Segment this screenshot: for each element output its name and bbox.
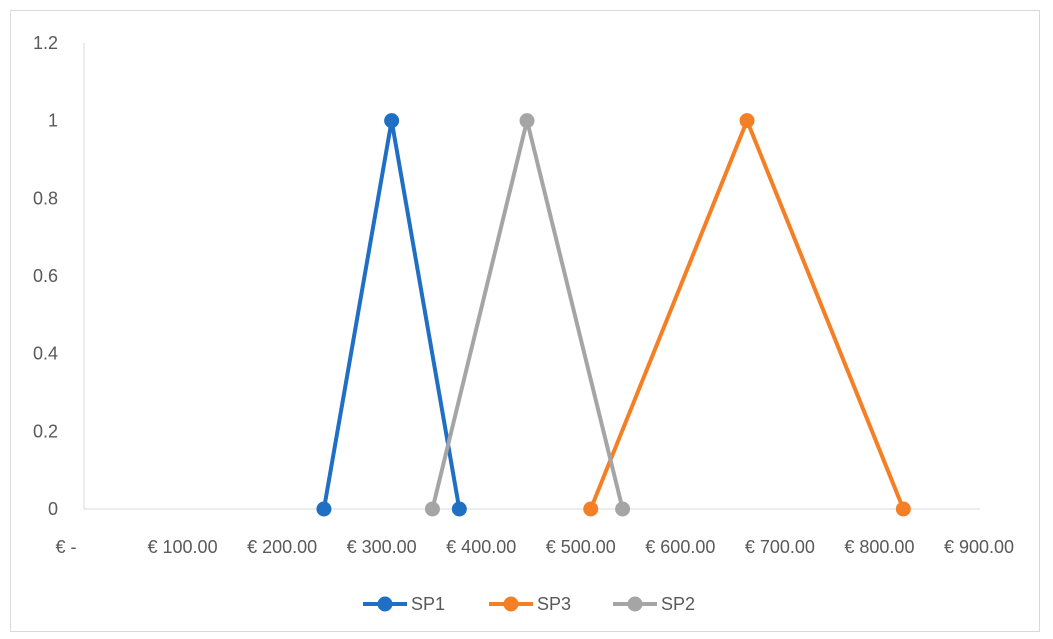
x-axis: € - € 100.00 € 200.00 € 300.00 € 400.00 € 500… bbox=[55, 508, 1014, 557]
x-tick-label: € - bbox=[55, 537, 76, 557]
y-tick-label: 1.2 bbox=[33, 33, 58, 53]
legend-item-sp2: SP2 bbox=[613, 594, 695, 614]
y-axis: 0 0.2 0.4 0.6 0.8 1 1.2 bbox=[33, 33, 85, 519]
legend-item-sp3: SP3 bbox=[489, 594, 571, 614]
series-sp1 bbox=[316, 113, 467, 517]
data-point bbox=[583, 501, 599, 517]
legend-label: SP3 bbox=[537, 594, 571, 614]
x-tick-label: € 300.00 bbox=[347, 537, 417, 557]
data-point bbox=[895, 501, 911, 517]
y-tick-label: 0.6 bbox=[33, 266, 58, 286]
series-line bbox=[430, 118, 625, 510]
legend: SP1 SP3 SP2 bbox=[363, 594, 695, 614]
legend-label: SP1 bbox=[411, 594, 445, 614]
x-tick-label: € 800.00 bbox=[844, 537, 914, 557]
data-point bbox=[615, 501, 631, 517]
y-tick-label: 1 bbox=[48, 111, 58, 131]
legend-marker bbox=[503, 596, 519, 612]
x-tick-label: € 100.00 bbox=[148, 537, 218, 557]
y-tick-label: 0.4 bbox=[33, 344, 58, 364]
series-line bbox=[588, 118, 906, 510]
series-layer bbox=[316, 113, 911, 517]
x-tick-label: € 400.00 bbox=[446, 537, 516, 557]
data-point bbox=[384, 113, 400, 129]
series-line bbox=[321, 118, 462, 510]
y-tick-label: 0 bbox=[48, 499, 58, 519]
legend-marker bbox=[377, 596, 393, 612]
data-point bbox=[739, 113, 755, 129]
x-tick-label: € 600.00 bbox=[645, 537, 715, 557]
legend-marker bbox=[627, 596, 643, 612]
data-point bbox=[451, 501, 467, 517]
series-sp2 bbox=[424, 113, 631, 517]
data-point bbox=[519, 113, 535, 129]
x-tick-label: € 700.00 bbox=[745, 537, 815, 557]
x-tick-label: € 900.00 bbox=[944, 537, 1014, 557]
series-sp3 bbox=[583, 113, 911, 517]
legend-label: SP2 bbox=[661, 594, 695, 614]
data-point bbox=[424, 501, 440, 517]
data-point bbox=[316, 501, 332, 517]
y-tick-label: 0.2 bbox=[33, 421, 58, 441]
x-tick-label: € 200.00 bbox=[247, 537, 317, 557]
legend-item-sp1: SP1 bbox=[363, 594, 445, 614]
y-tick-label: 0.8 bbox=[33, 188, 58, 208]
x-tick-label: € 500.00 bbox=[546, 537, 616, 557]
